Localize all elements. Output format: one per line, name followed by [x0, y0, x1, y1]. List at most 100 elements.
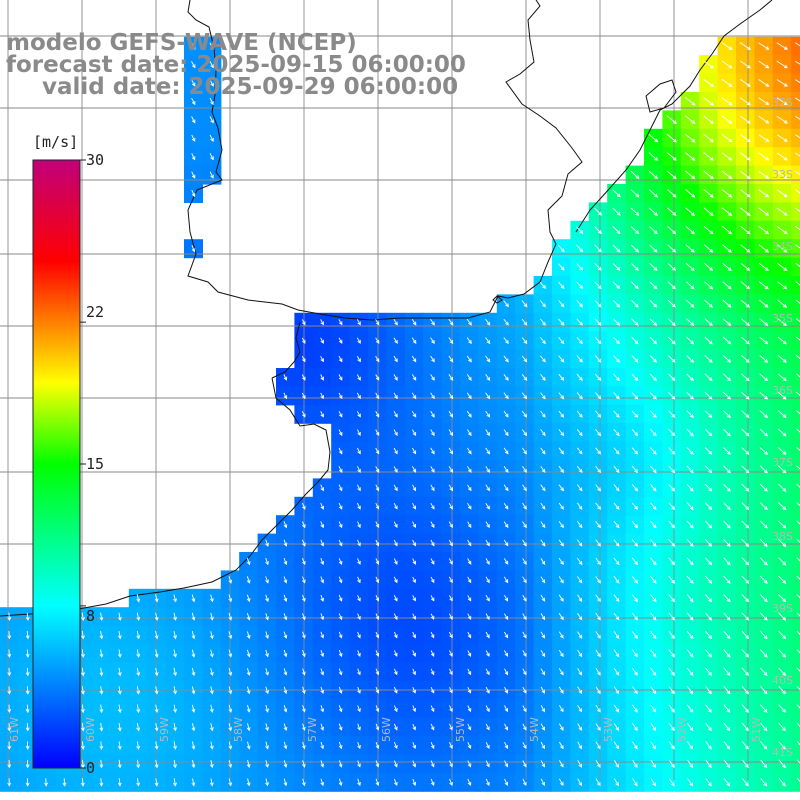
wind-arrow	[117, 759, 122, 769]
wind-arrow	[577, 594, 583, 602]
wind-arrow	[723, 667, 731, 677]
wind-arrow	[265, 594, 269, 603]
wind-arrow	[613, 465, 620, 474]
wind-arrow	[7, 741, 12, 750]
wind-arrow	[301, 649, 306, 658]
wind-arrow	[411, 355, 417, 363]
wind-arrow	[705, 722, 712, 732]
wind-arrow	[246, 631, 251, 639]
wind-arrow	[504, 686, 509, 694]
wind-arrow	[576, 465, 583, 473]
wind-arrow	[301, 686, 306, 695]
lon-label: 56W	[380, 717, 393, 742]
wind-arrow	[721, 115, 733, 124]
wind-arrow	[739, 115, 751, 124]
wind-arrow	[356, 319, 361, 326]
wind-arrow	[154, 686, 159, 695]
wind-arrow	[265, 649, 269, 658]
wind-arrow	[631, 281, 639, 290]
wind-arrow	[613, 502, 620, 510]
wind-arrow	[741, 759, 749, 769]
wind-cell	[791, 736, 800, 755]
wind-arrow	[686, 520, 694, 529]
wind-arrow	[246, 668, 251, 676]
wind-arrow	[796, 685, 800, 691]
wind-arrow	[117, 741, 122, 750]
wind-arrow	[393, 595, 398, 602]
wind-arrow	[81, 667, 85, 677]
wind-arrow	[485, 429, 491, 437]
wind-arrow	[577, 539, 583, 547]
wind-arrow	[265, 778, 269, 787]
wind-arrow	[649, 392, 657, 400]
wind-arrow	[595, 686, 601, 695]
wind-arrow	[117, 612, 122, 622]
wind-arrow	[265, 741, 269, 750]
wind-arrow	[301, 521, 306, 529]
wind-arrow	[430, 723, 435, 731]
wind-arrow	[759, 465, 768, 474]
wind-arrow	[722, 318, 732, 327]
wind-arrow	[741, 778, 749, 787]
wind-arrow	[154, 759, 159, 769]
wind-arrow	[796, 538, 800, 544]
wind-arrow	[375, 613, 380, 621]
wind-arrow	[758, 262, 769, 271]
wind-arrow	[320, 355, 324, 363]
wind-arrow	[595, 429, 602, 437]
wind-arrow	[485, 484, 490, 492]
wind-arrow	[795, 226, 800, 231]
wind-arrow	[777, 355, 787, 363]
wind-arrow	[283, 741, 288, 750]
wind-cell	[791, 239, 800, 259]
wind-arrow	[25, 612, 30, 622]
wind-arrow	[723, 594, 731, 603]
wind-arrow	[684, 97, 696, 106]
wind-arrow	[338, 576, 343, 584]
wind-arrow	[136, 612, 141, 622]
wind-arrow	[778, 557, 787, 566]
wind-arrow	[375, 319, 380, 326]
wind-arrow	[522, 741, 527, 750]
lat-label: 33S	[772, 168, 793, 181]
wind-cell	[791, 368, 800, 387]
wind-arrow	[301, 337, 306, 344]
wind-arrow	[283, 392, 288, 400]
wind-arrow	[668, 391, 676, 400]
wind-arrow	[228, 741, 233, 750]
wind-arrow	[686, 575, 694, 584]
wind-arrow	[723, 612, 731, 621]
wind-arrow	[741, 612, 750, 621]
colorbar-tick-label: 15	[86, 455, 105, 473]
wind-arrow	[467, 558, 472, 565]
wind-arrow	[503, 337, 509, 345]
wind-arrow	[740, 134, 751, 143]
wind-arrow	[668, 649, 675, 658]
wind-arrow	[7, 649, 12, 658]
wind-arrow	[577, 631, 583, 639]
wind-arrow	[777, 262, 788, 271]
wind-arrow	[740, 281, 751, 290]
wind-arrow	[723, 483, 731, 492]
wind-arrow	[559, 778, 564, 787]
wind-arrow	[467, 631, 472, 639]
wind-arrow	[448, 392, 454, 400]
wind-arrow	[301, 539, 306, 547]
wind-arrow	[668, 612, 675, 621]
wind-arrow	[503, 558, 509, 565]
wind-arrow	[411, 337, 417, 345]
wind-arrow	[25, 723, 30, 732]
wind-arrow	[668, 410, 676, 418]
wind-arrow	[136, 686, 141, 695]
wind-arrow	[540, 723, 545, 731]
wind-arrow	[649, 318, 658, 326]
wind-arrow	[758, 42, 770, 50]
wind-arrow	[558, 263, 565, 271]
lon-label: 53W	[602, 717, 615, 742]
wind-arrow	[576, 244, 584, 253]
wind-arrow	[467, 595, 472, 602]
wind-arrow	[613, 410, 620, 418]
lon-label: 55W	[454, 717, 467, 742]
wind-arrow	[539, 300, 546, 308]
wind-arrow	[412, 429, 417, 436]
